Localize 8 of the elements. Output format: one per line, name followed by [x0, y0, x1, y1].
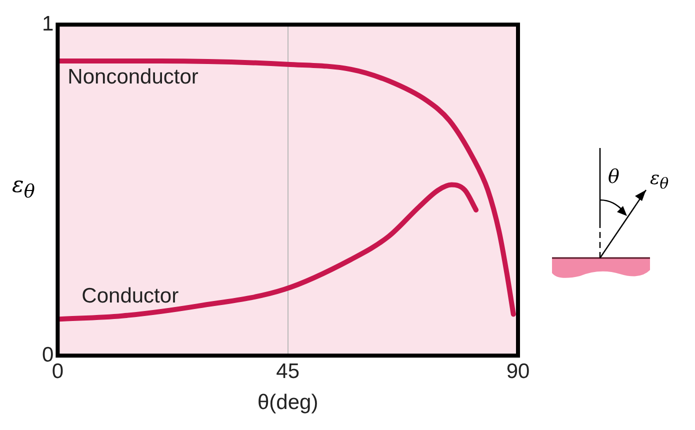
angle-diagram: θ ε$_{θ}$ [550, 128, 684, 278]
series-label: Conductor [82, 284, 179, 308]
x-tick-label: 90 [506, 360, 530, 383]
y-axis-title: ε$_{θ}$ [12, 173, 35, 202]
y-tick-label: 1 [42, 12, 54, 36]
series-label: Nonconductor [68, 65, 198, 88]
x-axis-title: θ(deg) [257, 391, 318, 414]
x-tick-label: 45 [276, 360, 300, 383]
